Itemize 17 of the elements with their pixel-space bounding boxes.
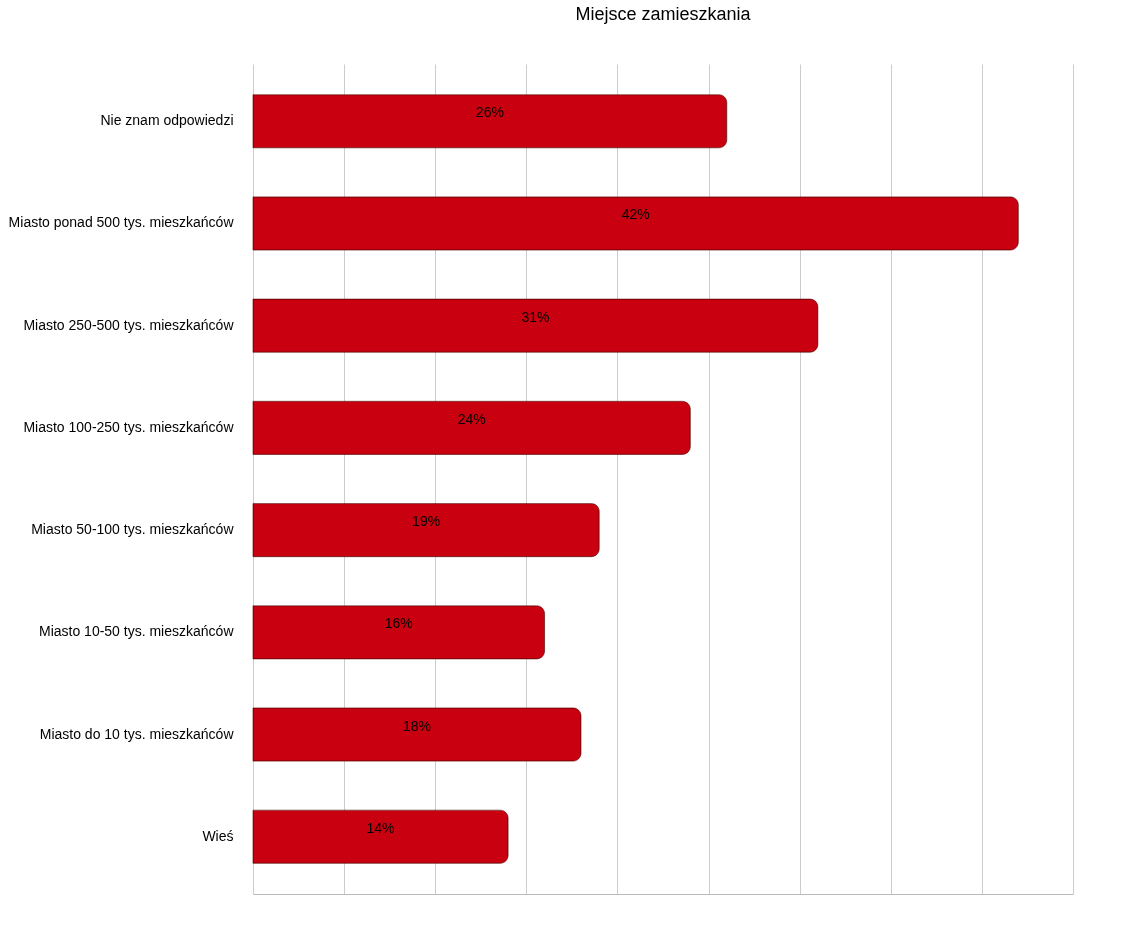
y-tick-label: Nie znam odpowiedzi [100, 112, 234, 129]
y-tick-label: Wieś [202, 827, 234, 844]
y-tick-label: Miasto do 10 tys. mieszkańców [39, 725, 235, 742]
y-tick-label: Miasto 250-500 tys. mieszkańców [23, 316, 235, 333]
y-tick-label: Miasto 50-100 tys. mieszkańców [31, 521, 235, 538]
y-tick-label: Miasto 100-250 tys. mieszkańców [23, 418, 235, 435]
y-tick-label: Miasto ponad 500 tys. mieszkańców [8, 214, 235, 231]
data-label: 31% [521, 308, 550, 325]
data-label: 24% [457, 410, 486, 427]
data-label: 19% [412, 513, 441, 530]
data-label: 18% [402, 717, 432, 734]
y-tick-label: Miasto 10-50 tys. mieszkańców [38, 623, 235, 640]
data-label: 26% [475, 104, 504, 121]
data-label: 14% [366, 819, 395, 836]
chart-title: Miejsce zamieszkania [575, 4, 752, 24]
data-label: 42% [621, 206, 650, 223]
data-label: 16% [384, 615, 413, 632]
